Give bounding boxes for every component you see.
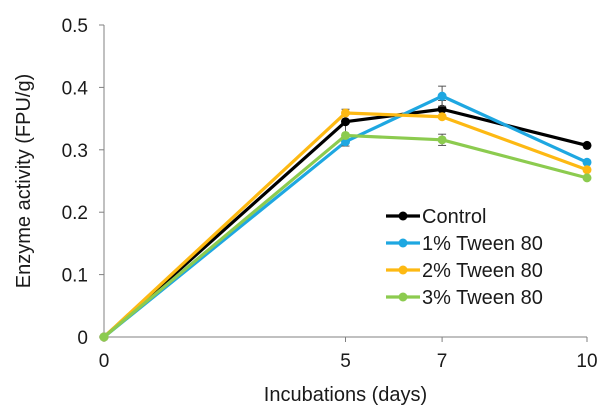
axes: 0 0.1 0.2 0.3 0.4 0.5 0 5 7 10 [62,16,598,372]
data-point [99,332,109,342]
y-axis-title: Enzyme activity (FPU/g) [13,74,35,288]
legend-item-3: 3% Tween 80 [386,287,543,309]
data-point [437,112,447,122]
legend-label: 1% Tween 80 [422,233,543,255]
y-tick-label: 0.4 [62,78,89,99]
y-tick-label: 0.5 [62,16,88,37]
legend-swatch-marker [398,211,408,221]
x-axis-title: Incubations (days) [264,384,427,406]
legend-label: 2% Tween 80 [422,260,543,282]
series-layer [99,85,592,342]
x-tick-label: 10 [576,351,597,372]
y-tick-label: 0.1 [62,266,88,287]
legend-swatch-marker [398,238,408,248]
legend: Control 1% Tween 80 2% Tween 80 3% Tween 80 [386,206,543,309]
x-tick-label: 5 [340,351,351,372]
x-tick-label: 7 [437,351,448,372]
y-tick-label: 0.3 [62,141,88,162]
data-point [341,117,350,127]
legend-item-1: 1% Tween 80 [386,233,543,255]
legend-swatch-marker [398,265,408,275]
data-point [582,140,592,150]
y-tick-label: 0.2 [62,203,88,224]
series-1 [99,85,592,342]
data-point [437,135,447,145]
data-point [582,157,592,167]
data-point [341,108,350,118]
series-line [102,111,588,339]
series-line [102,94,588,339]
series-line [102,133,588,339]
x-tick-label: 0 [99,351,110,372]
data-point [582,173,592,183]
series-3 [99,130,592,342]
legend-label: Control [422,206,486,228]
data-point [341,137,350,147]
data-point [437,104,447,114]
legend-item-2: 2% Tween 80 [386,260,543,282]
legend-item-0: Control [386,206,486,228]
legend-swatch-marker [398,292,408,302]
data-point [437,91,447,101]
data-point [582,165,592,175]
y-tick-label: 0 [77,328,88,349]
legend-label: 3% Tween 80 [422,287,543,309]
data-point [341,130,350,140]
